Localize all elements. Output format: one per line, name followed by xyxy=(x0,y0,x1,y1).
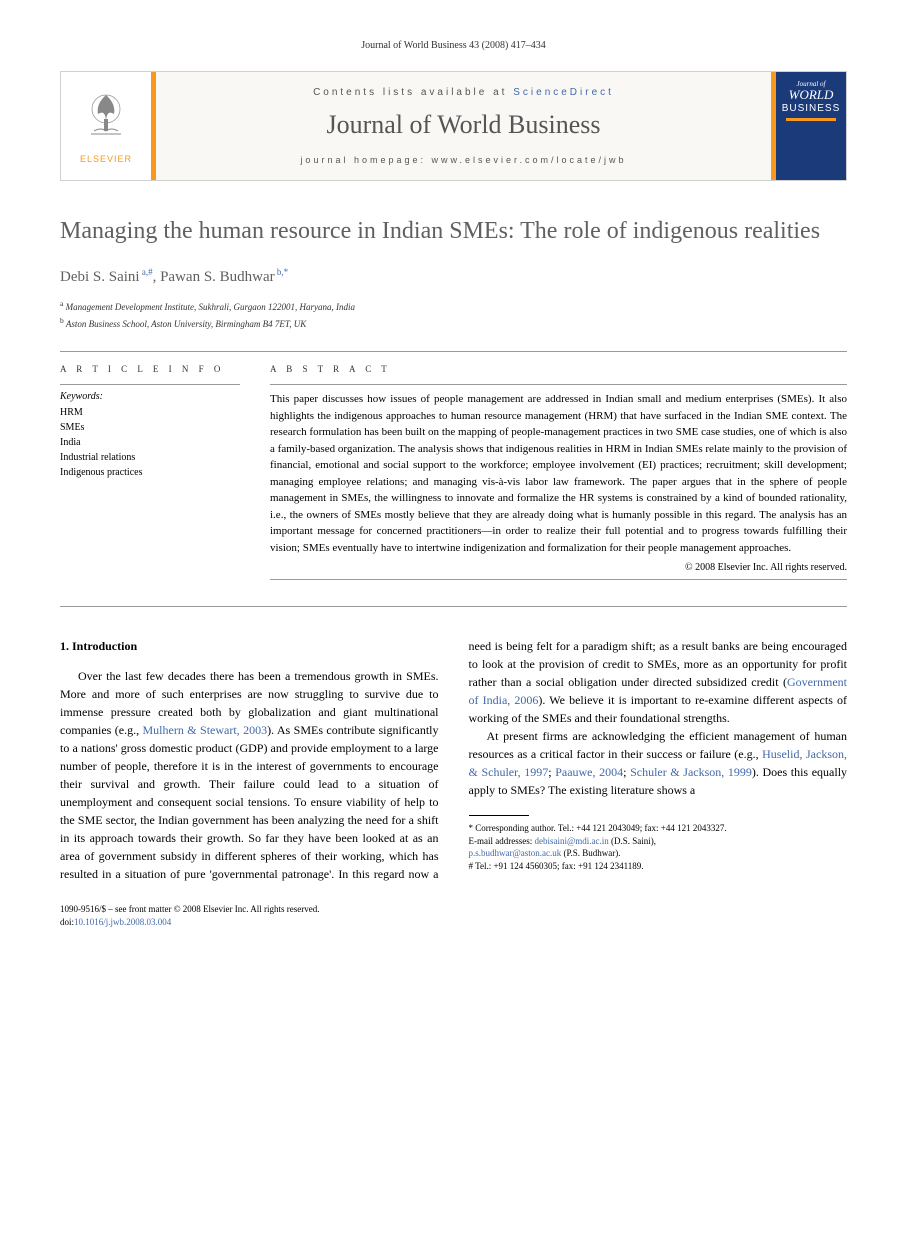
cover-orange-bar xyxy=(786,118,836,121)
affiliation-b: b Aston Business School, Aston Universit… xyxy=(60,315,847,332)
journal-cover-thumb: Journal of WORLD BUSINESS xyxy=(771,72,846,180)
article-info-heading: A R T I C L E I N F O xyxy=(60,364,240,374)
keyword-item: SMEs xyxy=(60,420,240,435)
affiliation-a: a Management Development Institute, Sukh… xyxy=(60,298,847,315)
keywords-label: Keywords: xyxy=(60,391,240,402)
affiliations: a Management Development Institute, Sukh… xyxy=(60,298,847,331)
abstract-bottom-divider xyxy=(270,579,847,580)
elsevier-label: ELSEVIER xyxy=(80,154,132,164)
cover-business-text: BUSINESS xyxy=(782,103,841,114)
keyword-item: Industrial relations xyxy=(60,450,240,465)
abstract-col: A B S T R A C T This paper discusses how… xyxy=(270,364,847,586)
author-list: Debi S. Saini a,#, Pawan S. Budhwar b,* xyxy=(60,267,847,286)
running-header: Journal of World Business 43 (2008) 417–… xyxy=(60,40,847,51)
keyword-item: India xyxy=(60,435,240,450)
contents-prefix: Contents lists available at xyxy=(313,87,513,98)
body-columns: 1. Introduction Over the last few decade… xyxy=(60,637,847,883)
footnote-emails: E-mail addresses: debisaini@mdi.ac.in (D… xyxy=(469,835,848,860)
sciencedirect-link[interactable]: ScienceDirect xyxy=(513,87,614,98)
keywords-list: HRM SMEs India Industrial relations Indi… xyxy=(60,405,240,480)
elsevier-tree-icon xyxy=(76,89,136,149)
section-1-heading: 1. Introduction xyxy=(60,637,439,655)
doi-line: doi:10.1016/j.jwb.2008.03.004 xyxy=(60,916,847,929)
contents-available-line: Contents lists available at ScienceDirec… xyxy=(313,87,614,98)
abstract-heading: A B S T R A C T xyxy=(270,364,847,374)
full-divider xyxy=(60,606,847,607)
footnotes: * Corresponding author. Tel.: +44 121 20… xyxy=(469,822,848,872)
email-link-saini[interactable]: debisaini@mdi.ac.in xyxy=(534,836,608,846)
abstract-copyright: © 2008 Elsevier Inc. All rights reserved… xyxy=(270,562,847,573)
footnote-corresponding: * Corresponding author. Tel.: +44 121 20… xyxy=(469,822,848,835)
email-link-budhwar[interactable]: p.s.budhwar@aston.ac.uk xyxy=(469,848,562,858)
keyword-item: Indigenous practices xyxy=(60,465,240,480)
info-abstract-row: A R T I C L E I N F O Keywords: HRM SMEs… xyxy=(60,364,847,586)
article-info-col: A R T I C L E I N F O Keywords: HRM SMEs… xyxy=(60,364,240,586)
cite-schuler[interactable]: Schuler & Jackson, 1999 xyxy=(630,765,752,779)
info-divider xyxy=(60,384,240,385)
author-sup-a: a,# xyxy=(140,267,153,277)
cite-mulhern[interactable]: Mulhern & Stewart, 2003 xyxy=(143,723,268,737)
journal-center-panel: Contents lists available at ScienceDirec… xyxy=(156,72,771,180)
divider-top xyxy=(60,351,847,352)
author-sup-b: b,* xyxy=(275,267,289,277)
keyword-item: HRM xyxy=(60,405,240,420)
journal-homepage: journal homepage: www.elsevier.com/locat… xyxy=(300,155,626,165)
footnote-hash: # Tel.: +91 124 4560305; fax: +91 124 23… xyxy=(469,860,848,873)
doi-link[interactable]: 10.1016/j.jwb.2008.03.004 xyxy=(74,917,171,927)
abstract-text: This paper discusses how issues of peopl… xyxy=(270,391,847,556)
article-title: Managing the human resource in Indian SM… xyxy=(60,216,847,247)
elsevier-logo-panel: ELSEVIER xyxy=(61,72,156,180)
abstract-divider xyxy=(270,384,847,385)
bottom-meta: 1090-9516/$ – see front matter © 2008 El… xyxy=(60,903,847,928)
journal-title: Journal of World Business xyxy=(326,110,600,140)
footnote-separator xyxy=(469,815,529,816)
cite-paauwe[interactable]: Paauwe, 2004 xyxy=(555,765,623,779)
journal-header-box: ELSEVIER Contents lists available at Sci… xyxy=(60,71,847,181)
cover-world-text: WORLD xyxy=(789,88,834,101)
issn-line: 1090-9516/$ – see front matter © 2008 El… xyxy=(60,903,847,916)
intro-para-2: At present firms are acknowledging the e… xyxy=(469,727,848,799)
